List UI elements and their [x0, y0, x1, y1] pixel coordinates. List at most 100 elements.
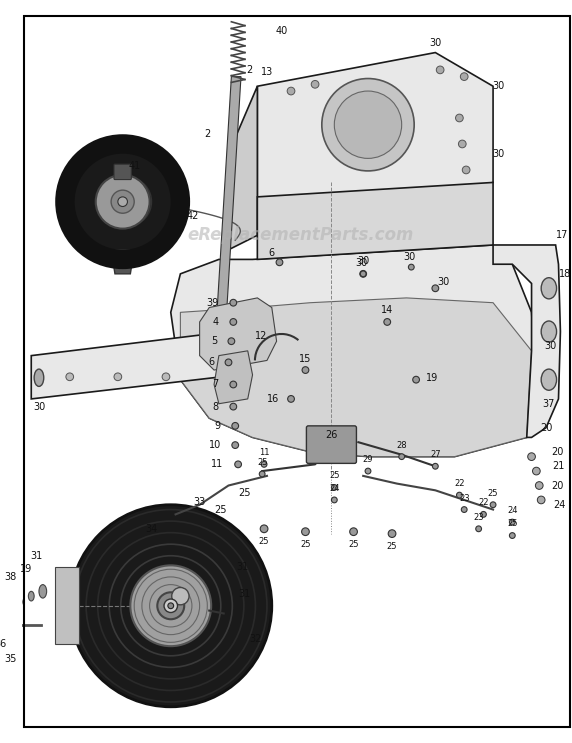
Circle shape — [388, 530, 396, 537]
Circle shape — [260, 525, 268, 533]
Polygon shape — [214, 351, 253, 403]
Ellipse shape — [29, 591, 34, 601]
Circle shape — [230, 403, 237, 410]
Text: 24: 24 — [554, 500, 566, 510]
Circle shape — [399, 454, 404, 459]
Circle shape — [349, 528, 358, 536]
Text: 1: 1 — [72, 161, 78, 171]
Text: 29: 29 — [363, 455, 374, 464]
Ellipse shape — [0, 615, 5, 625]
Text: 6: 6 — [208, 357, 214, 367]
Ellipse shape — [541, 278, 557, 299]
Circle shape — [413, 376, 419, 383]
Circle shape — [480, 511, 486, 517]
Circle shape — [301, 528, 309, 536]
Text: 34: 34 — [145, 524, 158, 533]
Polygon shape — [84, 187, 118, 216]
Circle shape — [276, 259, 283, 266]
Text: 11: 11 — [212, 459, 224, 470]
Text: 30: 30 — [33, 402, 45, 412]
Polygon shape — [214, 77, 241, 360]
Text: 4: 4 — [213, 317, 219, 327]
Text: eReplacementParts.com: eReplacementParts.com — [188, 227, 414, 244]
Text: 30: 30 — [357, 256, 370, 266]
Circle shape — [533, 467, 540, 475]
Circle shape — [66, 373, 74, 380]
Circle shape — [510, 533, 515, 539]
Circle shape — [456, 493, 462, 498]
Text: 30: 30 — [355, 259, 367, 268]
Ellipse shape — [109, 178, 152, 225]
Text: 22: 22 — [478, 499, 488, 507]
Text: 40: 40 — [275, 27, 288, 36]
Ellipse shape — [34, 369, 44, 386]
Circle shape — [476, 526, 482, 532]
Text: 13: 13 — [261, 67, 273, 77]
Text: 22: 22 — [454, 479, 464, 488]
Circle shape — [302, 367, 309, 374]
Text: 25: 25 — [488, 489, 498, 498]
Text: 23: 23 — [459, 493, 470, 502]
Text: 17: 17 — [555, 230, 568, 241]
Ellipse shape — [17, 598, 22, 606]
Text: 31: 31 — [238, 589, 251, 599]
Circle shape — [288, 395, 295, 402]
Circle shape — [510, 519, 515, 525]
Text: 30: 30 — [403, 252, 415, 262]
Text: 12: 12 — [255, 331, 267, 341]
Circle shape — [458, 140, 466, 148]
Text: 24: 24 — [329, 484, 340, 493]
Polygon shape — [171, 245, 537, 457]
Polygon shape — [111, 250, 134, 274]
Circle shape — [259, 471, 265, 477]
Circle shape — [461, 507, 467, 513]
Circle shape — [408, 265, 414, 270]
Circle shape — [130, 565, 211, 646]
Circle shape — [114, 373, 122, 380]
Text: 11: 11 — [259, 448, 269, 457]
Text: 41: 41 — [129, 161, 141, 171]
Text: 19: 19 — [21, 564, 33, 574]
Circle shape — [535, 481, 543, 490]
Circle shape — [232, 423, 239, 429]
Ellipse shape — [541, 369, 557, 390]
Text: 8: 8 — [213, 402, 219, 412]
Text: 20: 20 — [551, 481, 563, 490]
Circle shape — [232, 442, 239, 449]
Text: 3: 3 — [91, 149, 97, 158]
Text: 35: 35 — [4, 654, 16, 663]
Circle shape — [72, 151, 174, 253]
Circle shape — [157, 592, 184, 619]
Text: 38: 38 — [4, 572, 16, 582]
Text: 21: 21 — [553, 461, 565, 471]
Text: 25: 25 — [257, 458, 268, 467]
Circle shape — [360, 270, 367, 277]
Circle shape — [115, 194, 130, 210]
Text: 16: 16 — [267, 394, 280, 404]
Circle shape — [331, 497, 337, 503]
Circle shape — [460, 73, 468, 80]
Text: 24: 24 — [507, 506, 518, 515]
Circle shape — [331, 484, 337, 490]
Text: 5: 5 — [210, 336, 217, 346]
Text: 25: 25 — [214, 504, 227, 515]
Text: 42: 42 — [186, 211, 199, 221]
Text: 23: 23 — [473, 513, 484, 522]
Circle shape — [287, 87, 295, 95]
Text: 15: 15 — [299, 354, 312, 363]
Text: 30: 30 — [545, 341, 557, 351]
Text: 9: 9 — [214, 421, 221, 431]
Text: 39: 39 — [206, 298, 219, 308]
Circle shape — [96, 175, 150, 229]
FancyBboxPatch shape — [114, 164, 132, 180]
Text: 25: 25 — [259, 536, 269, 546]
Circle shape — [168, 603, 174, 609]
Circle shape — [118, 197, 128, 207]
Text: 28: 28 — [396, 441, 407, 450]
Ellipse shape — [172, 588, 189, 605]
Text: 19: 19 — [426, 373, 438, 383]
Text: 10: 10 — [209, 440, 221, 450]
Text: 31: 31 — [237, 562, 249, 572]
Text: 25: 25 — [387, 542, 398, 551]
Text: 36: 36 — [0, 639, 7, 649]
